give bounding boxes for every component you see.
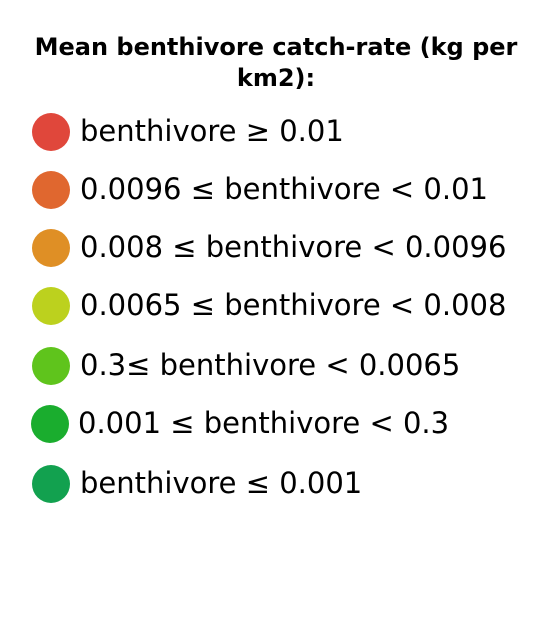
legend-item: 0.008 ≤ benthivore < 0.0096 [0, 228, 552, 272]
legend-swatch-circle-icon [32, 347, 70, 385]
legend-swatch-circle-icon [32, 465, 70, 503]
legend-item-label: benthivore ≤ 0.001 [80, 466, 363, 500]
legend-item: benthivore ≥ 0.01 [0, 112, 552, 156]
legend-swatch-circle-icon [32, 171, 70, 209]
legend-swatch-circle-icon [32, 287, 70, 325]
legend-item: 0.001 ≤ benthivore < 0.3 [0, 404, 552, 448]
legend-item: benthivore ≤ 0.001 [0, 464, 552, 508]
legend-title: Mean benthivore catch-rate (kg per km2): [34, 33, 518, 92]
legend-item-label: 0.001 ≤ benthivore < 0.3 [78, 406, 450, 440]
legend-swatch-circle-icon [32, 113, 70, 151]
legend-swatch-circle-icon [32, 229, 70, 267]
legend-item: 0.0065 ≤ benthivore < 0.008 [0, 286, 552, 330]
legend-item-label: 0.3≤ benthivore < 0.0065 [80, 348, 461, 382]
legend-item-label: 0.0065 ≤ benthivore < 0.008 [80, 288, 507, 322]
legend-item-label: benthivore ≥ 0.01 [80, 114, 344, 148]
legend-item: 0.3≤ benthivore < 0.0065 [0, 346, 552, 390]
legend-item-label: 0.008 ≤ benthivore < 0.0096 [80, 230, 507, 264]
legend-item: 0.0096 ≤ benthivore < 0.01 [0, 170, 552, 214]
legend-swatch-circle-icon [31, 405, 69, 443]
legend-item-label: 0.0096 ≤ benthivore < 0.01 [80, 172, 488, 206]
